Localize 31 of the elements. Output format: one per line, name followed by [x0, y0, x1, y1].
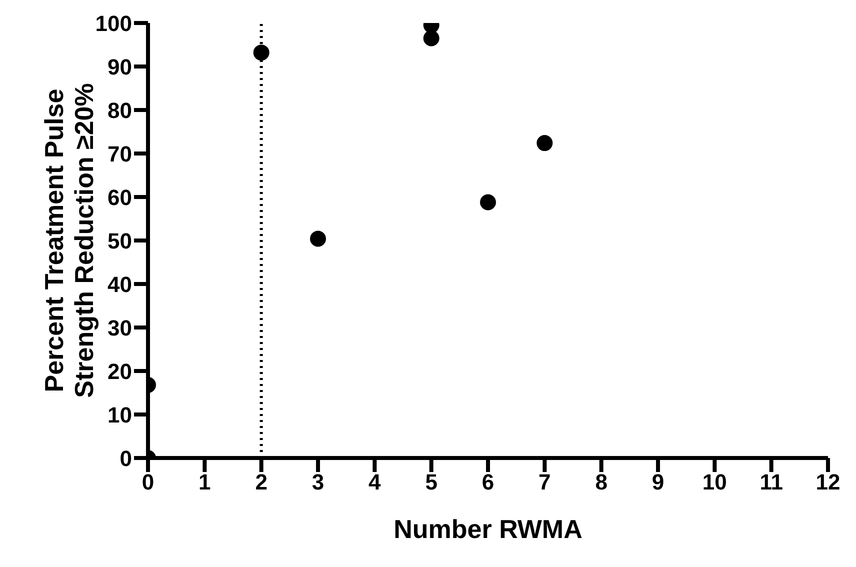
y-tick-label: 60: [108, 184, 132, 210]
x-tick-label: 6: [482, 470, 494, 495]
y-tick-label: 100: [95, 10, 132, 36]
x-tick-label: 8: [595, 470, 608, 495]
y-tick-label: 10: [108, 402, 132, 428]
y-tick-label: 80: [108, 98, 132, 123]
x-tick-label: 0: [142, 470, 154, 495]
y-tick-label: 90: [108, 54, 132, 80]
x-tick-label: 2: [255, 470, 268, 495]
point: [310, 230, 326, 247]
x-tick-label: 11: [760, 470, 783, 495]
point: [480, 194, 496, 210]
x-tick-label: 5: [425, 470, 438, 495]
x-tick-label: 1: [198, 470, 211, 495]
x-tick-label: 10: [702, 470, 727, 495]
y-tick-label: 0: [120, 446, 132, 471]
x-tick-label: 3: [312, 470, 324, 495]
y-tick-label: 20: [108, 358, 132, 384]
y-tick-label: 50: [108, 228, 132, 254]
x-tick-label: 12: [816, 470, 840, 495]
x-tick-label: 7: [538, 470, 551, 495]
y-tick-label: 70: [108, 141, 132, 166]
y-tick-label: 30: [108, 315, 132, 340]
x-axis-title: Number RWMA: [394, 514, 583, 544]
y-axis-title: Percent Treatment Pulse Strength Reduction ≥20%: [39, 83, 99, 398]
point: [423, 30, 440, 46]
point: [536, 135, 553, 152]
point: [253, 44, 270, 61]
x-tick-label: 9: [652, 470, 664, 495]
y-tick-label: 40: [108, 272, 132, 297]
x-tick-label: 4: [368, 470, 382, 495]
